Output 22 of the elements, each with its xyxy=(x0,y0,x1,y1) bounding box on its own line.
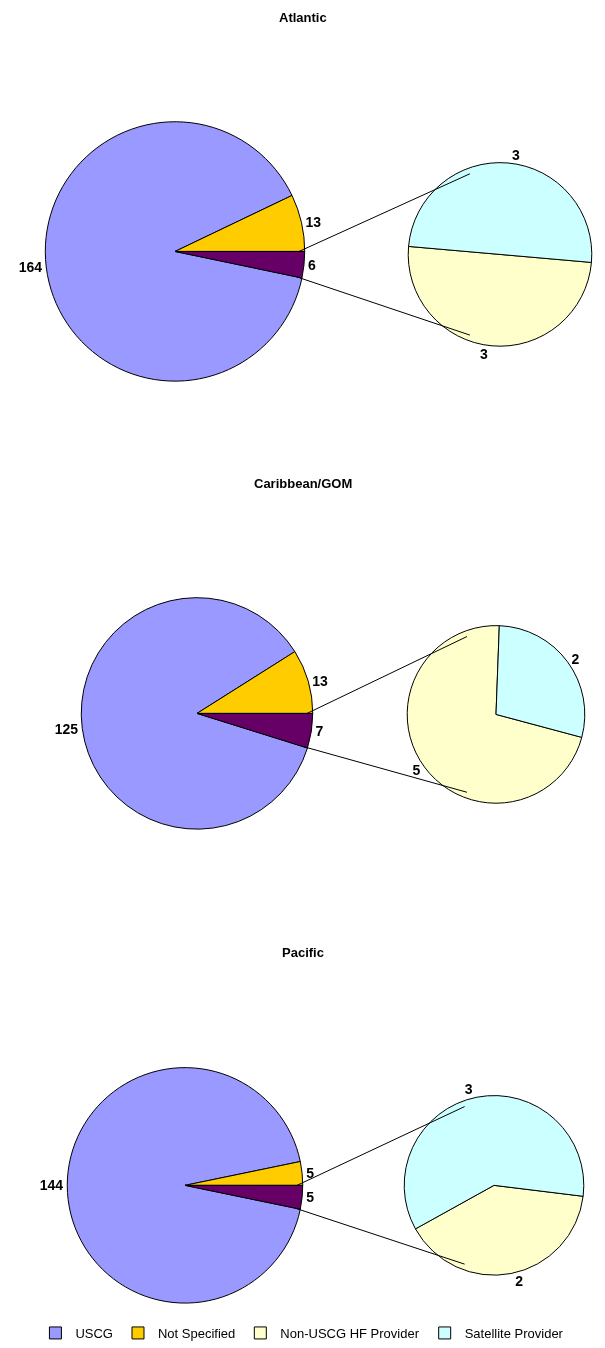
data-label: 7 xyxy=(315,723,324,740)
data-label: 3 xyxy=(464,1081,473,1098)
data-label: 144 xyxy=(39,1177,64,1194)
data-label: 164 xyxy=(18,259,43,276)
data-label: 6 xyxy=(308,256,317,273)
legend-label: Satellite Provider xyxy=(464,1326,564,1342)
data-label: 2 xyxy=(515,1273,524,1290)
data-label: 5 xyxy=(412,761,421,778)
legend-label: Not Specified xyxy=(157,1326,236,1342)
data-label: 3 xyxy=(512,147,520,164)
legend-label: Non-USCG HF Provider xyxy=(280,1326,420,1342)
data-label: 2 xyxy=(571,650,580,667)
legend-label: USCG xyxy=(75,1326,113,1342)
data-label: 125 xyxy=(54,720,79,737)
data-label: 13 xyxy=(312,672,328,689)
data-label: 13 xyxy=(305,214,322,231)
chart-title: Pacific xyxy=(282,945,324,960)
chart-title: Atlantic xyxy=(279,10,327,25)
chart-title: Caribbean/GOM xyxy=(254,476,353,491)
data-label: 5 xyxy=(306,1189,315,1206)
data-label: 5 xyxy=(306,1165,315,1182)
data-label: 3 xyxy=(480,345,488,362)
